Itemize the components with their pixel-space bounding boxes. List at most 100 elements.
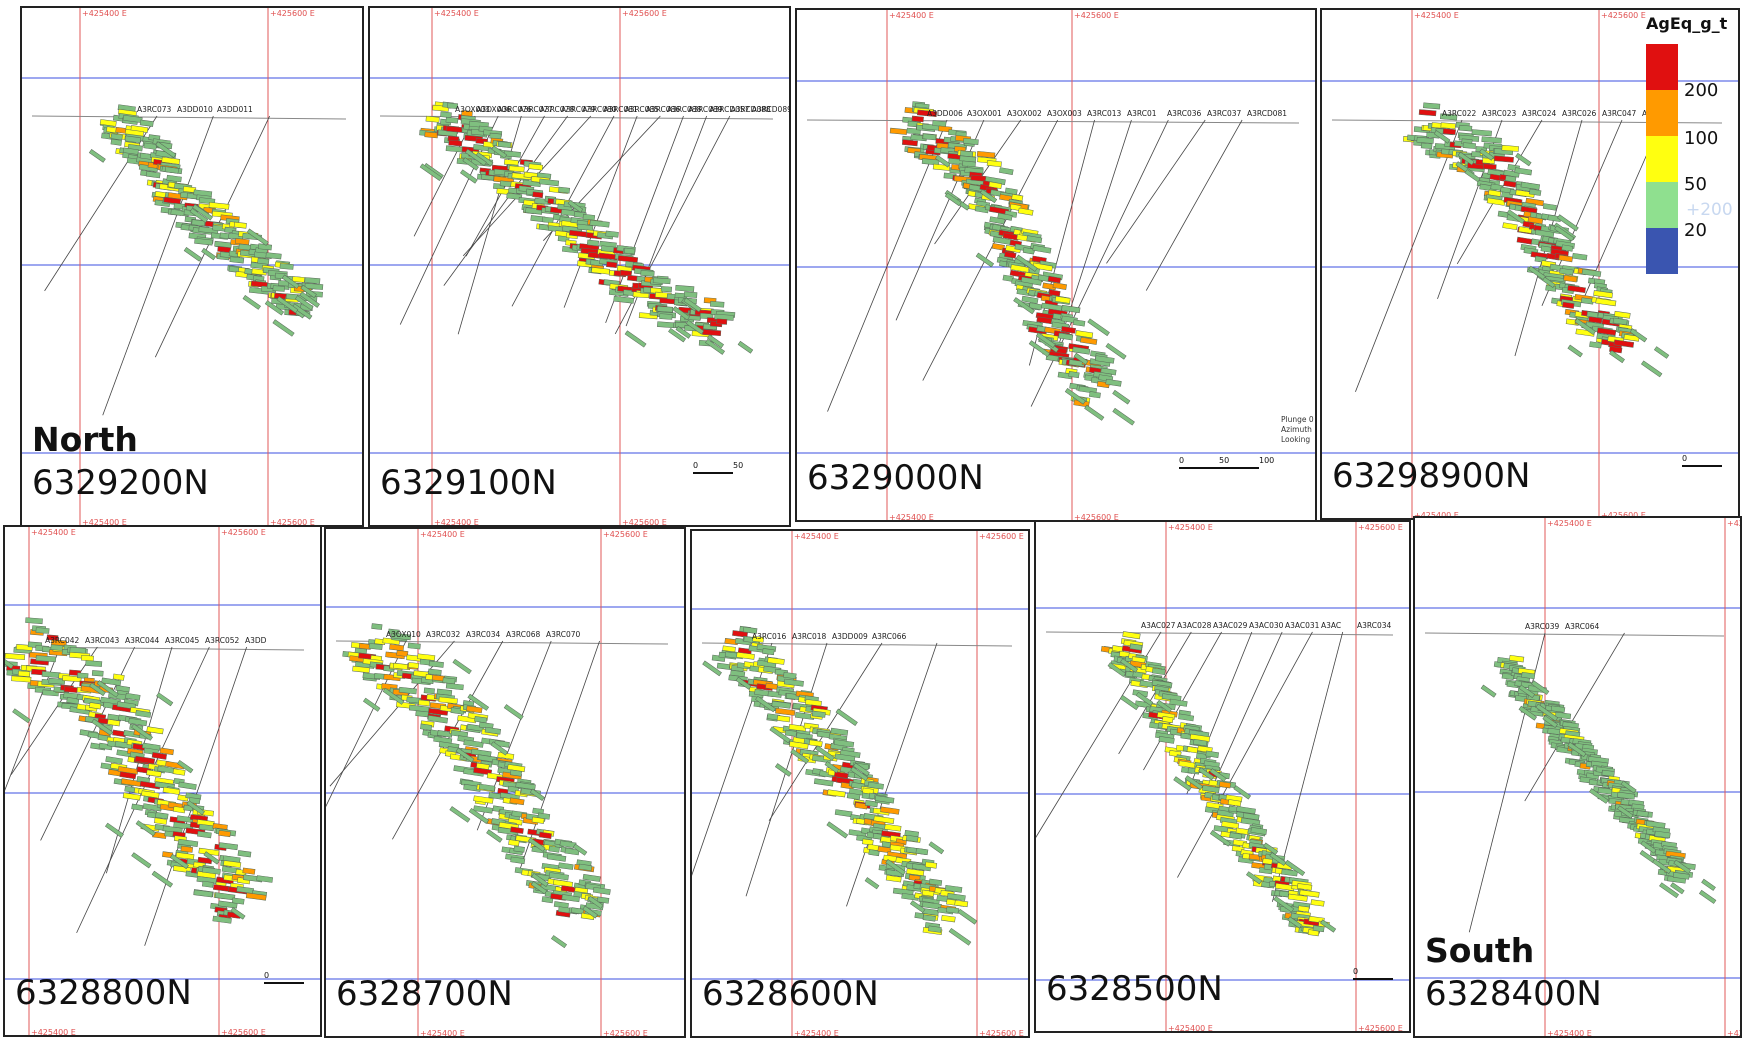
- block-model-cell: [1061, 304, 1081, 314]
- block-model-cell: [1269, 852, 1287, 866]
- easting-label: +425600 E: [270, 9, 315, 18]
- easting-label: +425400 E: [434, 9, 479, 18]
- section-view: +425400 E +425400 E +425600 E +425600 E A3OX…: [326, 529, 684, 1036]
- block-model-cell: [997, 212, 1013, 221]
- block-model-cell: [548, 872, 569, 881]
- block-model-cell: [1284, 859, 1306, 877]
- block-model-cell: [736, 651, 755, 660]
- block-model-cell: [506, 192, 523, 200]
- block-model-cell: [752, 635, 765, 643]
- block-model-cell: [292, 276, 305, 283]
- easting-label: +425600 E: [622, 518, 667, 527]
- block-model-cell: [1480, 684, 1497, 698]
- section-northing-label: 6329000N: [807, 458, 984, 498]
- topography-line: [1424, 632, 1725, 637]
- block-model-cell: [1482, 157, 1495, 165]
- block-model-cell: [193, 889, 213, 898]
- legend-value-50: 50: [1684, 174, 1707, 195]
- block-model-cell: [742, 626, 758, 634]
- block-model-cell: [1620, 780, 1637, 794]
- block-model-cell: [509, 769, 523, 777]
- block-model-cell: [1004, 251, 1017, 259]
- block-model-cell: [449, 806, 471, 823]
- block-model-cell: [1567, 344, 1583, 358]
- block-model-cell: [188, 797, 201, 805]
- block-model-cell: [1209, 768, 1227, 782]
- block-model-cell: [1021, 295, 1039, 304]
- block-model-cell: [1471, 129, 1492, 137]
- block-model-cell: [183, 247, 202, 262]
- block-model-cell: [813, 778, 834, 787]
- block-model-cell: [928, 841, 945, 855]
- block-model-cell: [223, 860, 242, 868]
- block-model-cell: [445, 116, 459, 124]
- block-model-cell: [460, 169, 478, 184]
- easting-label: +425600 E: [221, 1028, 266, 1037]
- block-model-cell: [143, 142, 157, 150]
- block-model-cell: [515, 781, 536, 791]
- block-model-cell: [790, 748, 810, 764]
- drillhole-label: A3RC042: [45, 636, 80, 645]
- easting-label: +425600 E: [1727, 519, 1742, 528]
- drillhole-label: A3AC028: [1177, 621, 1212, 630]
- section-panel-6329000N: +425400 E +425400 E +425600 E +425600 E A3DD…: [795, 8, 1317, 522]
- block-model-cell: [550, 935, 568, 949]
- block-model-cell: [880, 806, 900, 815]
- block-model-cell: [1562, 301, 1575, 309]
- block-model-cell: [233, 221, 247, 229]
- block-model-cell: [1440, 122, 1456, 130]
- section-northing-label: 6328500N: [1046, 969, 1223, 1009]
- block-model-cell: [151, 870, 174, 888]
- block-model-cell: [135, 710, 152, 718]
- block-model-cell: [1574, 318, 1596, 336]
- block-model-cell: [624, 330, 647, 348]
- block-model-cell: [710, 300, 725, 308]
- block-model-cell: [1614, 310, 1631, 319]
- block-model-cell: [808, 739, 823, 747]
- block-model-cell: [465, 148, 487, 166]
- block-model-cell: [864, 800, 879, 808]
- view-orientation-text: Azimuth: [1281, 425, 1312, 434]
- legend-faint-text: +200: [1686, 200, 1733, 220]
- drillhole-label: A3RC064: [1565, 622, 1600, 631]
- legend-value-100: 100: [1684, 128, 1719, 149]
- block-model-cell: [1563, 275, 1578, 283]
- block-model-cell: [1233, 785, 1252, 800]
- drillhole-label: A3RC026: [1562, 109, 1597, 118]
- block-model-cell: [702, 329, 722, 337]
- block-model-cell: [941, 914, 956, 923]
- easting-label: +425400 E: [794, 532, 839, 541]
- block-model-cell: [1052, 282, 1067, 290]
- block-model-cell: [915, 847, 929, 856]
- block-model-cell: [783, 678, 804, 687]
- block-model-cell: [944, 192, 962, 207]
- block-model-cell: [89, 702, 102, 710]
- block-model-cell: [510, 856, 526, 865]
- drillhole-label: A3RC088: [667, 105, 702, 114]
- block-model-cell: [408, 662, 420, 669]
- topography-line: [1045, 631, 1394, 636]
- drillhole-trace: [1145, 119, 1243, 291]
- block-model-cell: [473, 767, 493, 776]
- easting-label: +425400 E: [1414, 11, 1459, 20]
- section-view: +425400 E +425400 E +425600 E +425600 E A3DD…: [797, 10, 1315, 520]
- block-model-cell: [1297, 905, 1310, 913]
- block-model-cell: [250, 280, 268, 288]
- block-model-cell: [189, 208, 209, 223]
- block-model-cell: [657, 305, 674, 313]
- block-model-cell: [1527, 216, 1544, 225]
- drillhole-trace: [1211, 631, 1283, 788]
- block-model-cell: [272, 319, 295, 337]
- easting-label: +425400 E: [82, 518, 127, 527]
- direction-label: North: [32, 420, 138, 459]
- block-model-cell: [62, 675, 82, 683]
- block-model-cell: [178, 781, 197, 790]
- drillhole-label: A3OX003: [455, 105, 490, 114]
- block-model-cell: [462, 157, 479, 171]
- block-model-cell: [1119, 694, 1139, 711]
- block-model-cell: [237, 850, 252, 858]
- block-model-cell: [124, 135, 141, 144]
- block-model-cell: [1518, 684, 1536, 699]
- block-model-cell: [1493, 155, 1514, 163]
- block-model-cell: [1105, 342, 1127, 360]
